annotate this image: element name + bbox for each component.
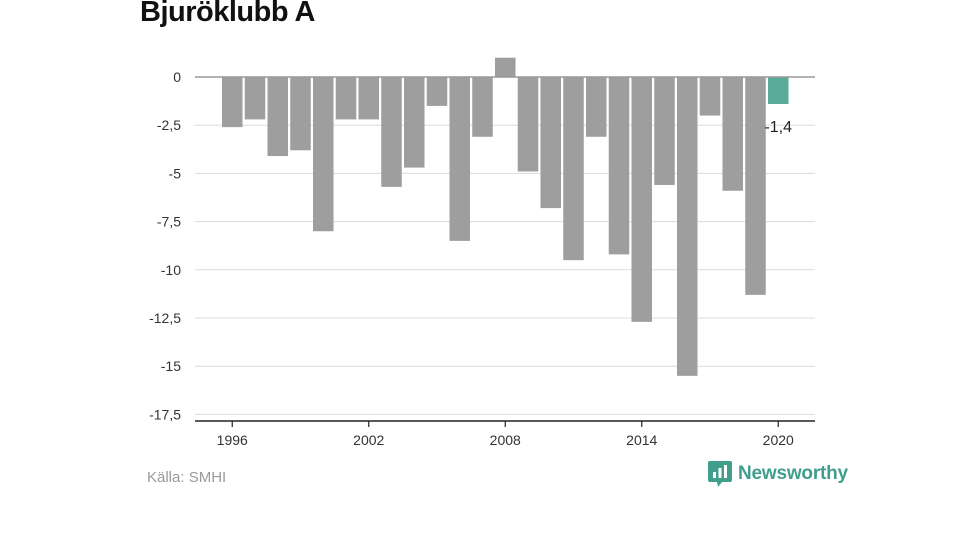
- y-tick-label: -10: [161, 262, 181, 278]
- bar: [449, 77, 470, 241]
- chart-title: Bjuröklubb A: [140, 0, 315, 28]
- y-tick-label: -17,5: [149, 406, 181, 422]
- gridlines: [195, 124, 815, 415]
- bar: [768, 77, 789, 104]
- y-tick-label: 0: [173, 69, 181, 85]
- bar: [381, 77, 402, 187]
- x-axis-labels: 1996 2002 2008 2014 2020: [217, 421, 794, 448]
- y-tick-label: -7,5: [157, 214, 181, 230]
- bar: [472, 77, 493, 137]
- y-tick-label: -12,5: [149, 310, 181, 326]
- brand-name: Newsworthy: [738, 463, 848, 484]
- x-tick-label: 2002: [353, 432, 384, 448]
- bar: [222, 77, 243, 128]
- bar: [335, 77, 357, 120]
- annotations: -1,4: [764, 119, 792, 136]
- bar: [677, 77, 698, 376]
- bar: [358, 77, 379, 120]
- bar: [586, 77, 607, 137]
- data-label: -1,4: [764, 119, 792, 136]
- y-axis-labels: 0 -2,5 -5 -7,5 -10 -12,5 -15 -17,5: [149, 69, 181, 422]
- y-tick-label: -15: [161, 358, 181, 374]
- bar: [631, 77, 652, 322]
- x-tick-label: 1996: [217, 432, 248, 448]
- newsworthy-logo-icon: [708, 461, 732, 487]
- bar: [244, 77, 266, 120]
- x-tick-label: 2014: [626, 432, 657, 448]
- bar: [267, 77, 288, 157]
- newsworthy-brand: Newsworthy: [708, 460, 848, 488]
- bars: [222, 57, 789, 376]
- source-label: Källa: SMHI: [147, 469, 227, 486]
- bar: [426, 77, 448, 106]
- bar: [517, 77, 539, 172]
- bar: [404, 77, 425, 168]
- bar: [722, 77, 743, 191]
- x-tick-label: 2008: [490, 432, 521, 448]
- bar: [290, 77, 311, 151]
- bar: [654, 77, 675, 185]
- x-tick-label: 2020: [763, 432, 794, 448]
- bar: [495, 57, 516, 77]
- bar: [540, 77, 561, 209]
- bar: [563, 77, 584, 261]
- bar: [608, 77, 630, 255]
- bar: [313, 77, 334, 232]
- y-tick-label: -2,5: [157, 117, 181, 133]
- y-tick-label: -5: [169, 165, 182, 181]
- bar: [699, 77, 721, 116]
- bar: [745, 77, 766, 295]
